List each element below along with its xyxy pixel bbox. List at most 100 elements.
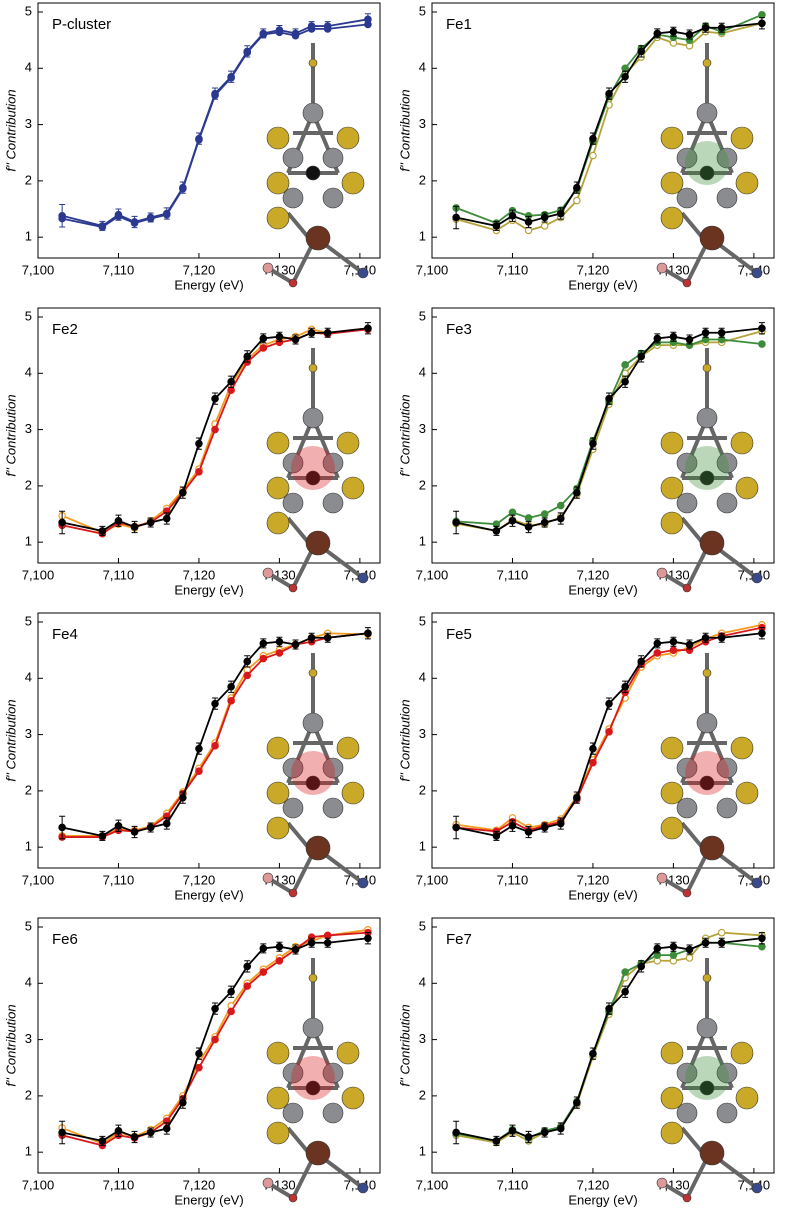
atom bbox=[702, 58, 712, 68]
atom bbox=[676, 797, 698, 819]
atom bbox=[266, 1121, 290, 1145]
x-axis-label: Energy (eV) bbox=[568, 887, 637, 902]
panel-label: Fe1 bbox=[446, 16, 472, 33]
panel-label: Fe4 bbox=[52, 626, 78, 643]
plot-frame bbox=[37, 917, 381, 1174]
data-point bbox=[323, 25, 332, 33]
atom bbox=[735, 781, 759, 805]
series-line bbox=[61, 18, 369, 227]
data-point bbox=[758, 11, 766, 19]
data-point bbox=[508, 516, 517, 525]
data-point bbox=[98, 527, 107, 535]
atom bbox=[682, 278, 692, 288]
atom bbox=[656, 262, 668, 274]
y-tick-label: 3 bbox=[419, 726, 426, 741]
atom bbox=[676, 187, 698, 209]
atom bbox=[322, 147, 344, 169]
x-tick-label: 7,110 bbox=[103, 872, 135, 887]
atom bbox=[699, 225, 725, 251]
y-tick-label: 4 bbox=[419, 670, 426, 685]
data-point bbox=[701, 633, 710, 642]
x-tick-label: 7,120 bbox=[577, 872, 610, 887]
data-point bbox=[685, 30, 694, 39]
data-point bbox=[556, 1124, 565, 1133]
data-point bbox=[637, 657, 646, 666]
atom bbox=[660, 206, 684, 230]
y-tick-label: 5 bbox=[25, 918, 32, 933]
series-line bbox=[455, 941, 763, 1142]
plot-frame bbox=[431, 307, 775, 564]
series-line bbox=[455, 22, 763, 227]
data-point bbox=[275, 956, 284, 965]
atom bbox=[699, 470, 715, 486]
data-point bbox=[573, 196, 581, 205]
data-point bbox=[717, 938, 726, 947]
data-point bbox=[508, 211, 517, 220]
atom bbox=[699, 775, 715, 791]
atom bbox=[682, 1193, 692, 1203]
data-point bbox=[162, 210, 171, 219]
data-point bbox=[146, 518, 155, 527]
atom bbox=[357, 572, 369, 584]
bond bbox=[685, 242, 709, 284]
atom bbox=[266, 781, 290, 805]
data-point bbox=[637, 352, 646, 361]
data-point bbox=[307, 328, 316, 337]
atom bbox=[305, 165, 321, 181]
atom bbox=[305, 1080, 321, 1096]
data-point bbox=[589, 758, 597, 767]
atom bbox=[305, 835, 331, 861]
atom bbox=[660, 736, 684, 760]
x-tick-label: 7,110 bbox=[497, 872, 529, 887]
atom bbox=[322, 1102, 344, 1124]
data-point bbox=[621, 377, 629, 386]
atom bbox=[660, 1041, 684, 1065]
data-point bbox=[227, 697, 235, 705]
data-point bbox=[114, 821, 123, 830]
y-axis-label: f'' Contribution bbox=[3, 89, 18, 171]
atom bbox=[357, 877, 369, 889]
data-point bbox=[621, 682, 629, 691]
atom bbox=[322, 1062, 344, 1084]
data-point bbox=[492, 222, 501, 230]
data-point bbox=[758, 19, 766, 28]
atom bbox=[266, 126, 290, 150]
data-point bbox=[556, 501, 565, 510]
x-tick-label: 7,100 bbox=[22, 872, 55, 887]
data-point bbox=[758, 934, 766, 943]
atom bbox=[751, 267, 763, 279]
data-point bbox=[195, 744, 203, 753]
atom bbox=[676, 757, 698, 779]
data-point bbox=[195, 468, 203, 476]
data-point bbox=[452, 1128, 460, 1137]
data-point bbox=[540, 222, 549, 230]
plot-frame bbox=[431, 612, 775, 869]
x-tick-label: 7,110 bbox=[497, 262, 529, 277]
atom bbox=[322, 492, 344, 514]
atom bbox=[699, 835, 725, 861]
data-point bbox=[259, 344, 268, 352]
data-point bbox=[653, 334, 662, 343]
plot-frame bbox=[431, 2, 775, 259]
atom bbox=[322, 452, 344, 474]
molecule bbox=[656, 348, 763, 593]
data-point bbox=[275, 637, 284, 646]
y-tick-label: 1 bbox=[25, 534, 32, 549]
atom bbox=[699, 1080, 715, 1096]
data-point bbox=[364, 20, 372, 29]
bond bbox=[321, 851, 365, 885]
data-point bbox=[589, 134, 597, 143]
data-point bbox=[98, 1137, 107, 1145]
bond bbox=[715, 241, 759, 275]
atom bbox=[716, 757, 738, 779]
series-line bbox=[61, 632, 369, 837]
atom bbox=[266, 511, 290, 535]
atom bbox=[288, 278, 298, 288]
y-tick-label: 1 bbox=[419, 229, 426, 244]
atom bbox=[305, 775, 321, 791]
y-tick-label: 4 bbox=[25, 670, 32, 685]
data-point bbox=[227, 74, 235, 82]
atom bbox=[676, 452, 698, 474]
data-point bbox=[621, 72, 629, 81]
data-point bbox=[452, 823, 460, 832]
